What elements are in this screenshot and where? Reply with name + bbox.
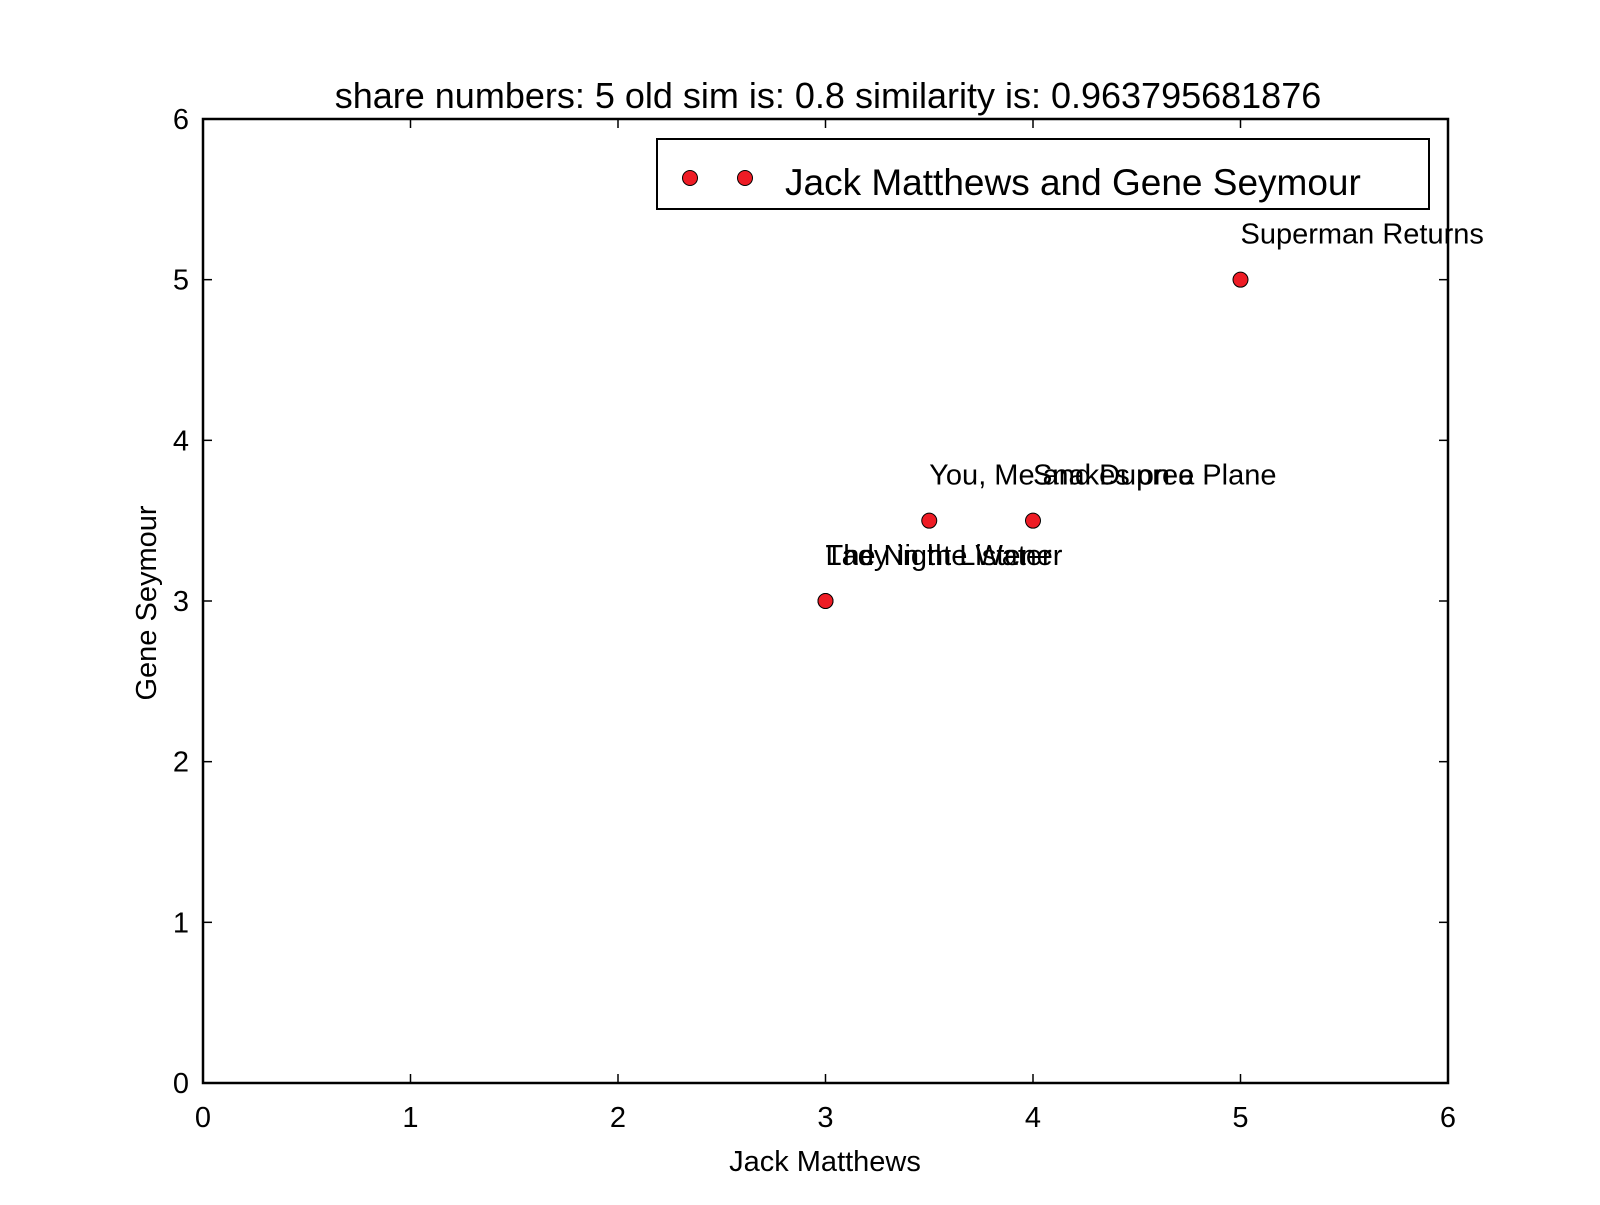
data-points (817, 271, 1249, 609)
data-point-label: Superman Returns (1241, 219, 1484, 251)
data-point (921, 512, 938, 529)
axis-ticks (202, 118, 1449, 1084)
x-tick-label: 1 (402, 1102, 418, 1134)
data-point-label: Snakes on a Plane (1033, 460, 1276, 492)
x-tick-label: 5 (1232, 1102, 1248, 1134)
y-tick-label: 0 (173, 1068, 189, 1100)
legend-box (656, 138, 1430, 210)
x-tick-labels: 0 1 2 3 4 5 6 (195, 1102, 1456, 1134)
chart-title: share numbers: 5 old sim is: 0.8 similar… (335, 75, 1322, 116)
legend-marker-right (737, 170, 753, 186)
legend: Jack Matthews and Gene Seymour (656, 138, 1430, 210)
data-point-label: Lady in the Water (826, 540, 1053, 572)
legend-entry-label: Jack Matthews and Gene Seymour (785, 162, 1361, 203)
data-point-label: The Night Listener (826, 540, 1063, 572)
y-axis-label: Gene Seymour (131, 505, 163, 700)
x-tick-label: 2 (610, 1102, 626, 1134)
x-axis-label: Jack Matthews (729, 1146, 921, 1178)
y-tick-label: 3 (173, 586, 189, 618)
y-tick-label: 4 (173, 425, 189, 457)
y-tick-labels: 0 1 2 3 4 5 6 (173, 104, 189, 1100)
x-tick-label: 6 (1440, 1102, 1456, 1134)
data-point-label: You, Me and Dupree (929, 460, 1194, 492)
y-tick-label: 6 (173, 104, 189, 136)
x-tick-label: 4 (1025, 1102, 1041, 1134)
data-point (1025, 512, 1041, 529)
data-point (1232, 271, 1249, 288)
legend-marker-left (682, 170, 698, 186)
data-point (817, 593, 834, 609)
y-tick-label: 1 (173, 907, 189, 939)
x-tick-label: 3 (817, 1102, 833, 1134)
y-tick-label: 5 (173, 265, 189, 297)
x-tick-label: 0 (195, 1102, 211, 1134)
y-tick-label: 2 (173, 747, 189, 779)
